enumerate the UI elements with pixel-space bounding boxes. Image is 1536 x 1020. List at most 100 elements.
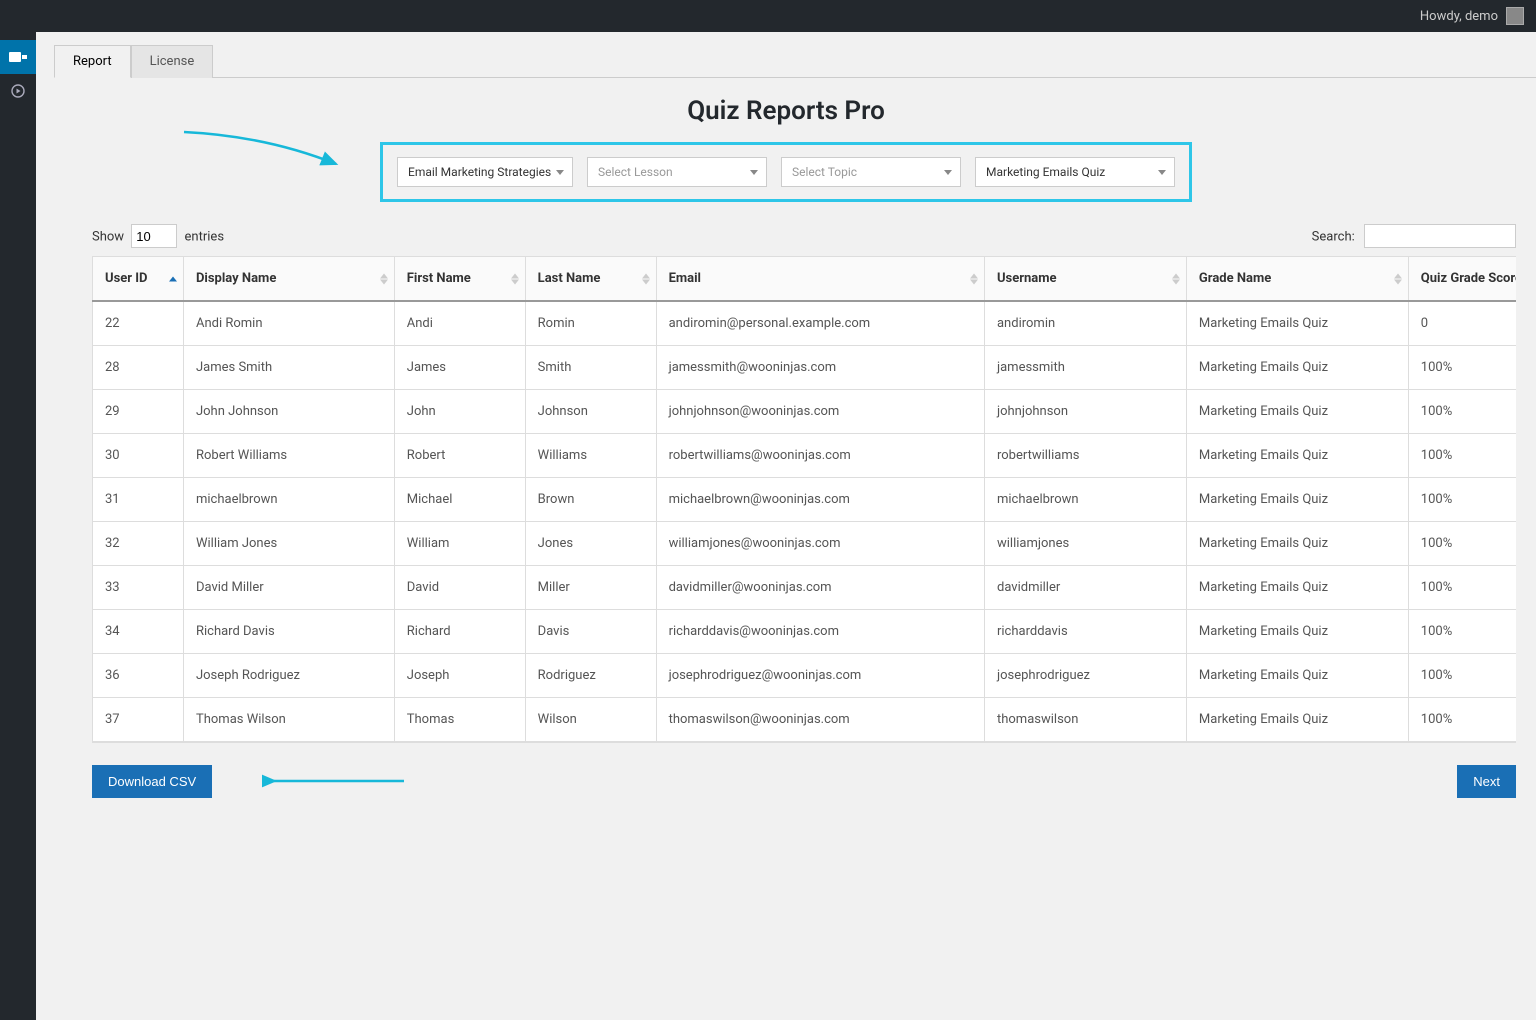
cell-last-name: Miller <box>525 566 656 610</box>
cell-email: andiromin@personal.example.com <box>656 301 984 346</box>
sort-asc-icon <box>380 273 388 278</box>
entries-input[interactable] <box>131 224 177 248</box>
table-row: 36Joseph RodriguezJosephRodriguezjosephr… <box>93 654 1517 698</box>
table-row: 33David MillerDavidMillerdavidmiller@woo… <box>93 566 1517 610</box>
chevron-down-icon <box>1158 170 1166 175</box>
sort-asc-icon <box>642 273 650 278</box>
cell-grade-name: Marketing Emails Quiz <box>1186 434 1408 478</box>
cell-username: williamjones <box>984 522 1186 566</box>
download-csv-button[interactable]: Download CSV <box>92 765 212 798</box>
table-row: 22Andi RominAndiRominandiromin@personal.… <box>93 301 1517 346</box>
col-last-name[interactable]: Last Name <box>525 257 656 302</box>
col-display-name[interactable]: Display Name <box>183 257 394 302</box>
chevron-down-icon <box>750 170 758 175</box>
annotation-arrow-download <box>262 769 412 793</box>
show-label-suffix: entries <box>185 230 225 245</box>
cell-username: johnjohnson <box>984 390 1186 434</box>
cell-grade-score: 100% <box>1408 566 1516 610</box>
sort-asc-icon <box>169 276 177 281</box>
table-scroll[interactable]: User ID Display Name First Name Last Nam… <box>92 256 1516 743</box>
cell-grade-name: Marketing Emails Quiz <box>1186 654 1408 698</box>
cell-grade-score: 100% <box>1408 434 1516 478</box>
cell-last-name: Jones <box>525 522 656 566</box>
cell-user-id: 32 <box>93 522 184 566</box>
next-button[interactable]: Next <box>1457 765 1516 798</box>
cell-username: davidmiller <box>984 566 1186 610</box>
cell-last-name: Rodriguez <box>525 654 656 698</box>
select-course[interactable]: Email Marketing Strategies <box>397 157 573 187</box>
cell-first-name: David <box>394 566 525 610</box>
cell-grade-score: 100% <box>1408 390 1516 434</box>
cell-user-id: 31 <box>93 478 184 522</box>
main-content: Report License Quiz Reports Pro Email Ma… <box>36 32 1536 1020</box>
col-username[interactable]: Username <box>984 257 1186 302</box>
cell-user-id: 30 <box>93 434 184 478</box>
cell-email: michaelbrown@wooninjas.com <box>656 478 984 522</box>
col-grade-name[interactable]: Grade Name <box>1186 257 1408 302</box>
cell-user-id: 29 <box>93 390 184 434</box>
reports-icon <box>9 50 27 64</box>
tab-report[interactable]: Report <box>54 45 131 78</box>
cell-display-name: John Johnson <box>183 390 394 434</box>
cell-grade-name: Marketing Emails Quiz <box>1186 610 1408 654</box>
sidebar-item-collapse[interactable] <box>0 74 36 108</box>
cell-display-name: William Jones <box>183 522 394 566</box>
table-row: 29John JohnsonJohnJohnsonjohnjohnson@woo… <box>93 390 1517 434</box>
cell-grade-name: Marketing Emails Quiz <box>1186 346 1408 390</box>
cell-username: robertwilliams <box>984 434 1186 478</box>
cell-email: jamessmith@wooninjas.com <box>656 346 984 390</box>
sort-desc-icon <box>1172 279 1180 284</box>
cell-last-name: Wilson <box>525 698 656 742</box>
admin-bar-user[interactable]: Howdy, demo <box>1420 7 1524 25</box>
cell-username: jamessmith <box>984 346 1186 390</box>
cell-email: richarddavis@wooninjas.com <box>656 610 984 654</box>
cell-first-name: Andi <box>394 301 525 346</box>
cell-grade-name: Marketing Emails Quiz <box>1186 390 1408 434</box>
search-box: Search: <box>1312 224 1516 248</box>
cell-last-name: Smith <box>525 346 656 390</box>
chevron-down-icon <box>944 170 952 175</box>
sort-asc-icon <box>970 273 978 278</box>
sort-asc-icon <box>1394 273 1402 278</box>
cell-grade-name: Marketing Emails Quiz <box>1186 522 1408 566</box>
cell-last-name: Brown <box>525 478 656 522</box>
tab-license[interactable]: License <box>131 45 214 78</box>
cell-email: johnjohnson@wooninjas.com <box>656 390 984 434</box>
cell-display-name: Andi Romin <box>183 301 394 346</box>
cell-display-name: Joseph Rodriguez <box>183 654 394 698</box>
avatar-icon <box>1506 7 1524 25</box>
cell-display-name: James Smith <box>183 346 394 390</box>
cell-user-id: 28 <box>93 346 184 390</box>
cell-user-id: 22 <box>93 301 184 346</box>
report-table: User ID Display Name First Name Last Nam… <box>92 256 1516 742</box>
entries-length: Show entries <box>92 224 224 248</box>
cell-last-name: Davis <box>525 610 656 654</box>
select-topic[interactable]: Select Topic <box>781 157 961 187</box>
col-email[interactable]: Email <box>656 257 984 302</box>
cell-grade-score: 100% <box>1408 610 1516 654</box>
col-first-name[interactable]: First Name <box>394 257 525 302</box>
cell-grade-name: Marketing Emails Quiz <box>1186 698 1408 742</box>
table-header-row: User ID Display Name First Name Last Nam… <box>93 257 1517 302</box>
cell-grade-score: 100% <box>1408 522 1516 566</box>
cell-user-id: 33 <box>93 566 184 610</box>
select-lesson[interactable]: Select Lesson <box>587 157 767 187</box>
sort-desc-icon <box>511 279 519 284</box>
cell-username: richarddavis <box>984 610 1186 654</box>
annotation-arrow-filters <box>176 124 346 174</box>
sidebar-item-reports[interactable] <box>0 40 36 74</box>
search-input[interactable] <box>1364 224 1516 248</box>
sort-desc-icon <box>642 279 650 284</box>
col-grade-score[interactable]: Quiz Grade Score <box>1408 257 1516 302</box>
select-quiz-value: Marketing Emails Quiz <box>986 165 1105 179</box>
search-label: Search: <box>1312 230 1355 245</box>
select-quiz[interactable]: Marketing Emails Quiz <box>975 157 1175 187</box>
admin-sidebar <box>0 32 36 1020</box>
select-lesson-placeholder: Select Lesson <box>598 165 673 179</box>
cell-last-name: Johnson <box>525 390 656 434</box>
cell-first-name: James <box>394 346 525 390</box>
cell-first-name: Thomas <box>394 698 525 742</box>
cell-username: andiromin <box>984 301 1186 346</box>
col-user-id[interactable]: User ID <box>93 257 184 302</box>
cell-grade-score: 0 <box>1408 301 1516 346</box>
